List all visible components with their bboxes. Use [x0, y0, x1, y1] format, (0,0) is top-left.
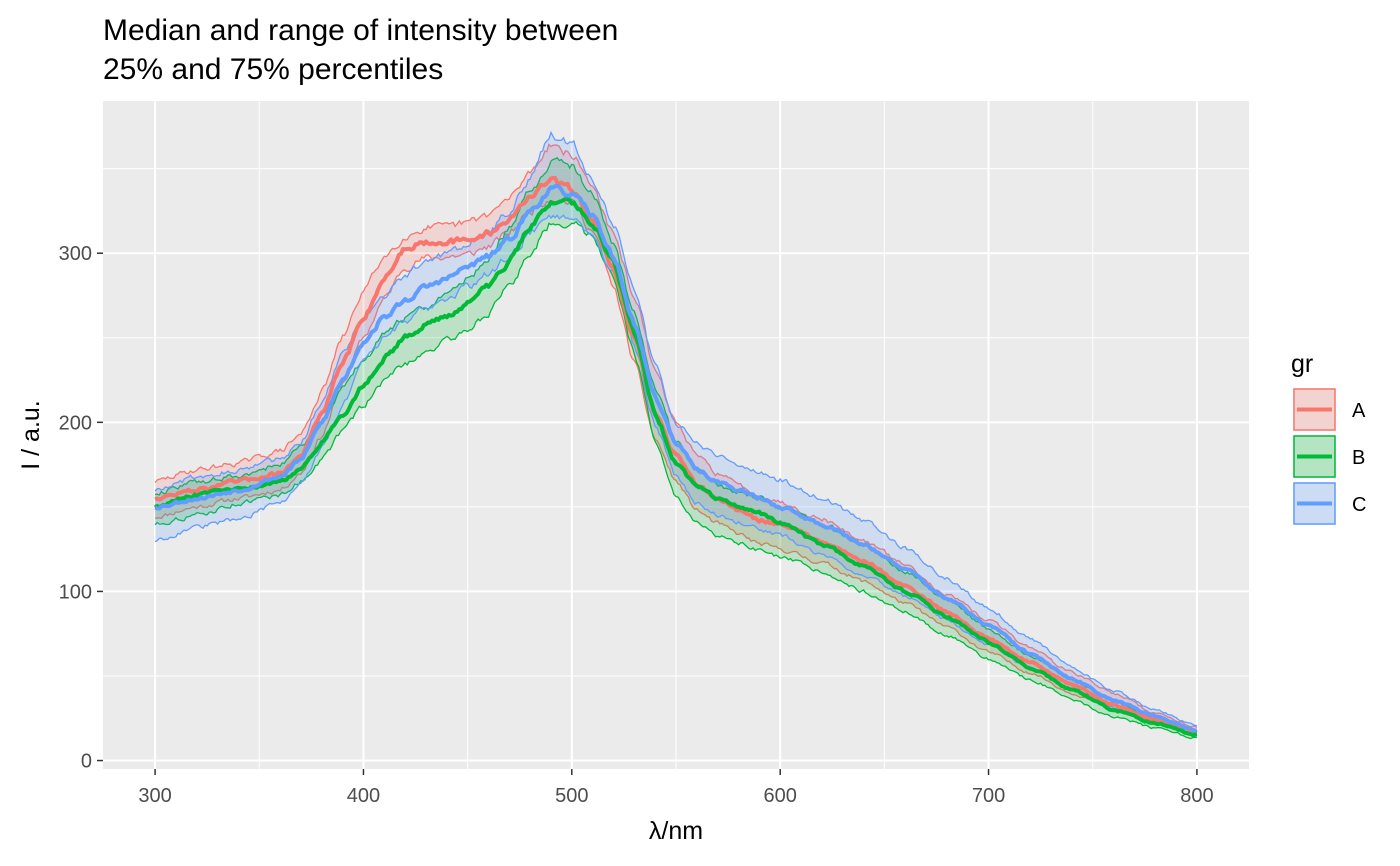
y-tick-label: 200	[59, 412, 92, 434]
x-tick-label: 700	[972, 785, 1005, 807]
legend-label-C: C	[1352, 494, 1366, 516]
x-tick-label: 300	[138, 785, 171, 807]
lower-line-B	[154, 220, 1198, 740]
x-tick-label: 800	[1180, 785, 1213, 807]
x-tick-label: 400	[347, 785, 380, 807]
ribbon-B	[155, 157, 1197, 739]
median-line-B	[153, 196, 1198, 737]
ribbon-C	[155, 132, 1197, 733]
x-tick-label: 600	[763, 785, 796, 807]
y-tick-label: 100	[59, 581, 92, 603]
legend: gr A B C	[1291, 350, 1366, 525]
y-tick-label: 0	[81, 751, 92, 773]
legend-label-B: B	[1352, 447, 1365, 469]
lower-line-A	[155, 198, 1198, 737]
legend-label-A: A	[1352, 400, 1366, 422]
x-axis-title: λ/nm	[649, 817, 703, 845]
y-axis-title: I / a.u.	[17, 400, 45, 469]
upper-line-A	[154, 143, 1198, 728]
median-line-A	[154, 175, 1198, 735]
axes: 300 400 500 600 700 800 0 100 200 300	[59, 243, 1214, 807]
x-tick-label: 500	[555, 785, 588, 807]
ribbon-A	[155, 144, 1197, 736]
legend-title: gr	[1291, 350, 1313, 378]
chart-title-line-1: Median and range of intensity between	[103, 14, 618, 47]
y-tick-label: 300	[59, 243, 92, 265]
chart-title-line-2: 25% and 75% percentiles	[103, 53, 443, 86]
grid-lines	[103, 101, 1249, 769]
chart-title: Median and range of intensity between 25…	[103, 14, 618, 86]
median-lines	[153, 175, 1198, 737]
median-line-C	[154, 183, 1198, 733]
upper-line-C	[154, 130, 1197, 727]
